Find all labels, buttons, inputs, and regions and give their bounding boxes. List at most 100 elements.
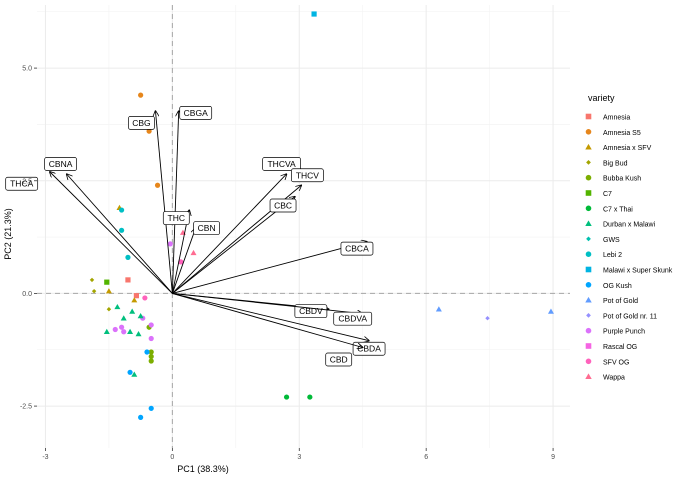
data-point [112, 326, 118, 333]
data-point [103, 328, 110, 334]
data-point [89, 277, 95, 283]
data-point [131, 297, 138, 303]
minor-gridlines [37, 5, 570, 448]
loading-label-box [269, 198, 297, 213]
y-tick-label: 0.0 [22, 291, 32, 298]
data-point [154, 182, 161, 188]
legend-key-symbol [585, 190, 592, 196]
data-points [89, 11, 554, 420]
legend-key-symbol [585, 358, 592, 365]
legend-entry-label: C7 [603, 191, 612, 198]
x-tick-label: 9 [551, 454, 555, 461]
loading-label: CBDVA [338, 314, 367, 324]
y-axis-ticks: -2.5 0.0 2.5 5.0 [20, 66, 37, 411]
legend-key-symbol [585, 282, 592, 288]
data-point [129, 308, 136, 314]
y-tick-label: 2.5 [22, 178, 32, 185]
legend-entry-label: Malawi x Super Skunk [603, 268, 673, 275]
data-point [146, 128, 152, 134]
loading-arrow [67, 174, 173, 294]
loading-arrow [171, 111, 178, 294]
data-point [283, 394, 290, 400]
data-point [142, 295, 148, 301]
legend-key-symbol [586, 313, 591, 318]
x-tick-label: 3 [297, 454, 301, 461]
legend-key-symbol [586, 236, 591, 242]
data-point [131, 371, 138, 377]
data-point [135, 330, 142, 337]
legend-entry-label: Amnesia S5 [603, 130, 641, 137]
x-axis-ticks: -3 0 3 6 9 [42, 448, 555, 461]
x-tick-label: 6 [424, 454, 428, 461]
legend-entry-label: SFV OG [603, 359, 629, 366]
loading-label-box [44, 157, 77, 171]
legend-entry-label: GWS [603, 237, 620, 244]
loading-label: THCA [10, 179, 33, 189]
loading-arrow [172, 292, 362, 313]
data-point [106, 306, 112, 312]
legend-entry-label: Rascal OG [603, 344, 637, 351]
loading-arrow [172, 174, 286, 294]
data-point [148, 322, 154, 328]
legend-key-symbol [585, 251, 592, 257]
x-axis-label: PC1 (38.3%) [177, 464, 229, 474]
legend-entry-label: Pot of Gold nr. 11 [603, 313, 657, 320]
loading-label-box [162, 211, 190, 225]
data-point [104, 279, 110, 285]
data-point [311, 11, 317, 17]
legend-key-symbol [585, 266, 592, 273]
loading-label-box [193, 221, 220, 235]
legend-entry-label: Lebi 2 [603, 252, 622, 259]
loading-label: CBG [132, 118, 150, 128]
legend-entry-label: C7 x Thai [603, 206, 633, 213]
legend-key-symbol [585, 129, 592, 135]
legend-key-symbol [585, 143, 592, 150]
loading-label: CBDA [357, 344, 381, 354]
x-tick-label: -3 [42, 454, 48, 461]
legend-title: variety [588, 93, 615, 103]
data-point [148, 349, 154, 355]
legend-key-symbol [585, 174, 592, 181]
loading-label-box [179, 106, 213, 120]
loading-label-box [291, 168, 324, 183]
data-point [485, 315, 490, 321]
zero-reference-lines [37, 5, 570, 448]
legend-entry-label: Wappa [603, 375, 625, 382]
data-point [119, 207, 125, 213]
data-point [138, 92, 144, 98]
data-point [125, 254, 131, 260]
loading-label: CBGA [184, 108, 208, 118]
y-tick-label: 5.0 [22, 66, 32, 73]
data-point [127, 328, 134, 334]
data-point [148, 358, 154, 364]
loading-label-box [340, 241, 374, 256]
data-point [137, 312, 144, 319]
x-tick-label: 0 [170, 454, 174, 461]
data-point [91, 288, 97, 294]
legend-entry-label: Bubba Kush [603, 176, 641, 183]
legend-key-symbol [585, 373, 592, 380]
legend-entry-label: OG Kush [603, 283, 632, 290]
legend-entry-label: Durban x Malawi [603, 222, 656, 229]
loading-label: THCVA [267, 159, 296, 169]
data-point [105, 288, 112, 294]
data-point [178, 259, 184, 265]
data-point [120, 315, 127, 321]
loading-arrow [172, 292, 362, 347]
loading-label: CBD [330, 355, 348, 365]
legend: variety Amnesia Amnesia S5 Amnesia x SFV Bi… [582, 93, 673, 384]
data-point [190, 249, 197, 256]
loading-label: CBDV [299, 306, 323, 316]
legend-entry-label: Big Bud [603, 160, 628, 167]
loading-label-box [325, 352, 353, 367]
data-point [144, 349, 150, 355]
legend-entry-label: Amnesia x SFV [603, 145, 652, 152]
data-point [125, 277, 131, 283]
legend-key-symbol [585, 343, 592, 349]
y-tick-label: -2.5 [20, 404, 32, 411]
loading-label-box [294, 304, 328, 319]
data-point [127, 369, 133, 375]
loading-label: THC [168, 213, 185, 223]
legend-key-symbol [585, 296, 592, 303]
loading-label-box [333, 311, 373, 326]
